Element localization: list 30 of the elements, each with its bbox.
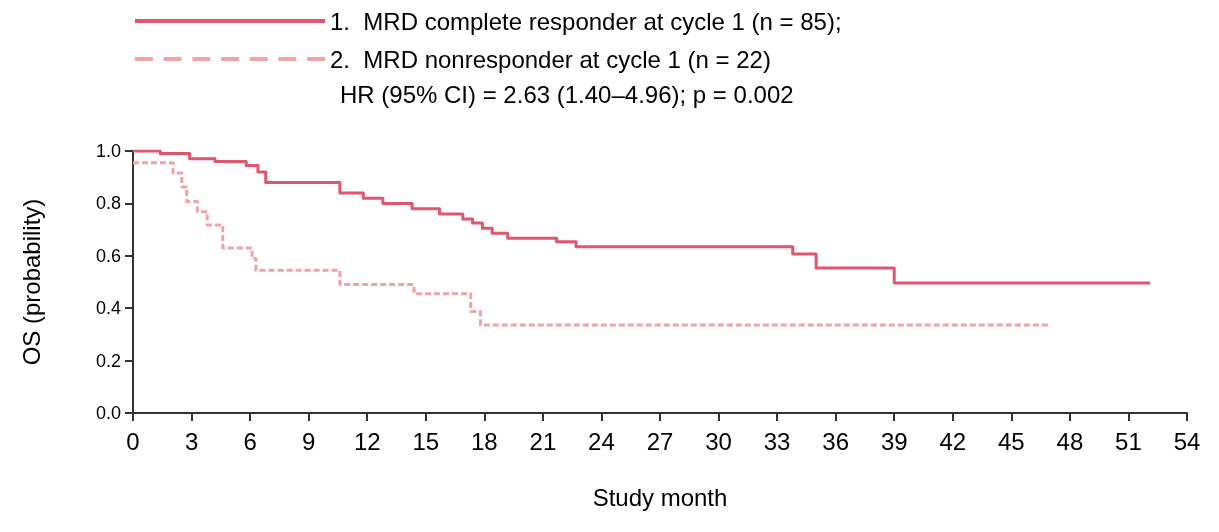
x-tick-label: 36 — [822, 427, 850, 455]
x-tick-label: 45 — [997, 427, 1025, 455]
y-tick-label: 0.0 — [95, 403, 121, 423]
legend-label: 1. MRD complete responder at cycle 1 (n = 85); — [330, 7, 842, 35]
x-tick-label: 21 — [529, 427, 557, 455]
y-tick-label: 1.0 — [95, 141, 121, 161]
x-tick-label: 42 — [939, 427, 967, 455]
x-axis-title: Study month — [592, 483, 728, 511]
x-tick-label: 48 — [1056, 427, 1084, 455]
x-tick-label: 3 — [184, 427, 199, 455]
y-tick-label: 0.4 — [95, 298, 121, 319]
y-tick-label: 0.2 — [95, 350, 121, 371]
x-tick-label: 12 — [353, 427, 381, 455]
x-tick-label: 15 — [412, 427, 440, 455]
x-tick-label: 24 — [588, 427, 615, 455]
x-tick-label: 6 — [243, 427, 257, 455]
x-tick-label: 30 — [705, 427, 732, 455]
x-tick-label: 18 — [470, 427, 498, 455]
x-tick-label: 51 — [1115, 427, 1142, 455]
x-tick-label: 9 — [301, 427, 316, 455]
y-axis-title: OS (probability) — [17, 198, 45, 366]
x-tick-label: 0 — [126, 427, 140, 455]
x-tick-label: 39 — [880, 427, 908, 455]
y-tick-label: 0.6 — [95, 245, 121, 266]
text: HR (95% CI) = 2.63 (1.40–4.96); p = 0.002 — [340, 80, 794, 108]
y-tick-label: 0.8 — [95, 193, 121, 214]
legend-label: 2. MRD nonresponder at cycle 1 (n = 22) — [330, 45, 771, 73]
x-tick-label: 27 — [646, 427, 674, 455]
x-tick-label: 54 — [1173, 427, 1201, 455]
x-tick-label: 33 — [763, 427, 791, 455]
